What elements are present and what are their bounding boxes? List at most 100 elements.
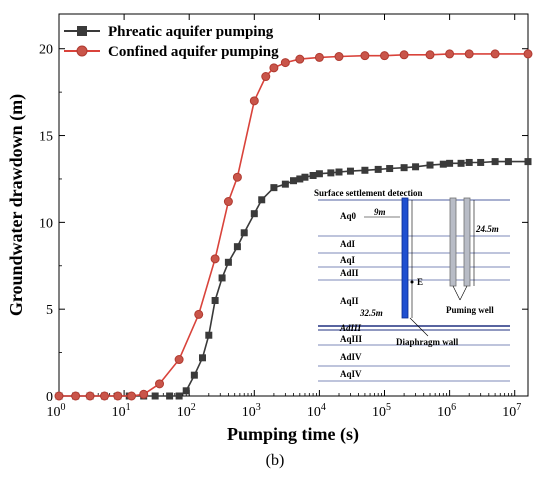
data-point-confined bbox=[464, 49, 474, 59]
inset-layer-label: Aq0 bbox=[340, 211, 357, 221]
data-point-phreatic bbox=[301, 173, 309, 181]
data-point-phreatic bbox=[465, 158, 473, 166]
data-point-phreatic bbox=[182, 387, 190, 395]
data-point-phreatic bbox=[224, 258, 232, 266]
data-point-confined bbox=[314, 52, 324, 62]
inset-layer-label: AqIV bbox=[340, 369, 362, 379]
data-point-confined bbox=[71, 391, 81, 401]
well-label-pointer bbox=[452, 285, 461, 301]
data-point-confined bbox=[113, 391, 123, 401]
data-point-phreatic bbox=[412, 163, 420, 171]
data-point-phreatic bbox=[198, 354, 206, 362]
data-point-confined bbox=[523, 49, 533, 59]
inset-layer-label: AdIV bbox=[340, 352, 362, 362]
axis-ticks: 100 101 102 103 104 105 106 107 0 5 10 15 20 bbox=[39, 14, 528, 420]
data-point-phreatic bbox=[504, 158, 512, 166]
point-e-label: E bbox=[417, 277, 423, 287]
data-point-confined bbox=[445, 49, 455, 59]
inset-schematic: Surface settlement detection Aq0 AdI AqI… bbox=[310, 186, 522, 384]
y-tick-label: 15 bbox=[39, 130, 53, 145]
well-depth-dimension: 24.5m bbox=[475, 224, 499, 234]
data-point-phreatic bbox=[290, 177, 297, 185]
x-tick-label: 103 bbox=[242, 402, 261, 420]
data-point-confined bbox=[399, 50, 409, 60]
legend: Phreatic aquifer pumping Confined aquife… bbox=[64, 24, 279, 60]
data-point-confined bbox=[261, 72, 271, 82]
data-point-phreatic bbox=[270, 184, 278, 192]
x-tick-label: 104 bbox=[307, 402, 326, 420]
legend-marker-confined bbox=[76, 45, 88, 57]
x-tick-label: 102 bbox=[177, 402, 196, 420]
data-point-confined bbox=[54, 391, 64, 401]
pumping-well bbox=[449, 197, 457, 287]
data-point-phreatic bbox=[296, 175, 304, 183]
wall-depth-dimension: 32.5m bbox=[359, 308, 383, 318]
data-point-phreatic bbox=[491, 158, 499, 166]
data-point-confined bbox=[155, 379, 165, 389]
point-e-marker bbox=[410, 280, 414, 284]
data-point-phreatic bbox=[309, 171, 317, 179]
legend-label-confined: Confined aquifer pumping bbox=[108, 44, 279, 60]
y-axis-title: Groundwater drawdown (m) bbox=[6, 94, 27, 316]
data-point-confined bbox=[249, 96, 259, 106]
legend-marker-phreatic bbox=[77, 26, 87, 36]
data-point-phreatic bbox=[374, 165, 382, 173]
inset-layer-label: AdI bbox=[340, 239, 356, 249]
y-tick-label: 5 bbox=[46, 303, 53, 318]
pumping-well bbox=[463, 197, 471, 287]
data-point-confined bbox=[280, 58, 290, 68]
data-point-phreatic bbox=[258, 196, 266, 204]
data-point-phreatic bbox=[477, 158, 485, 166]
data-point-phreatic bbox=[335, 168, 343, 176]
data-point-phreatic bbox=[166, 392, 174, 400]
data-point-confined bbox=[232, 172, 242, 182]
data-point-confined bbox=[174, 355, 184, 365]
data-point-phreatic bbox=[205, 331, 213, 339]
data-point-confined bbox=[210, 254, 220, 264]
data-point-confined bbox=[127, 391, 137, 401]
data-point-phreatic bbox=[400, 164, 408, 172]
data-point-phreatic bbox=[240, 229, 248, 237]
data-point-phreatic bbox=[457, 159, 465, 167]
data-point-phreatic bbox=[386, 165, 394, 173]
inset-layer-label: AqIII bbox=[340, 334, 363, 344]
inset-background bbox=[310, 186, 522, 384]
data-point-phreatic bbox=[346, 167, 354, 175]
data-point-phreatic bbox=[211, 297, 219, 304]
inset-title: Surface settlement detection bbox=[314, 188, 422, 198]
inset-layer-label: AdIII bbox=[339, 323, 362, 333]
y-tick-label: 10 bbox=[39, 216, 53, 231]
inset-layer-label: AqI bbox=[340, 255, 356, 265]
diaphragm-wall bbox=[401, 197, 409, 319]
x-tick-label: 107 bbox=[502, 402, 521, 420]
data-point-confined bbox=[334, 52, 344, 62]
series-line-confined bbox=[59, 53, 528, 397]
x-tick-label: 100 bbox=[47, 402, 66, 420]
data-point-phreatic bbox=[524, 158, 532, 166]
data-point-confined bbox=[490, 49, 500, 59]
data-point-phreatic bbox=[233, 243, 241, 251]
data-point-phreatic bbox=[439, 160, 447, 168]
wall-top-dimension: 9m bbox=[374, 207, 386, 217]
data-point-phreatic bbox=[218, 274, 226, 282]
data-point-confined bbox=[139, 389, 149, 399]
data-point-confined bbox=[194, 309, 204, 319]
data-point-confined bbox=[360, 51, 370, 61]
data-point-phreatic bbox=[190, 371, 198, 379]
well-label-pointer bbox=[459, 285, 468, 301]
wall-label-pointer bbox=[409, 317, 429, 337]
data-point-phreatic bbox=[426, 161, 434, 169]
data-point-phreatic bbox=[446, 159, 454, 167]
y-tick-label: 20 bbox=[39, 43, 53, 58]
data-point-confined bbox=[425, 50, 435, 60]
data-point-confined bbox=[100, 391, 110, 401]
data-point-confined bbox=[380, 51, 390, 61]
data-point-phreatic bbox=[250, 210, 258, 218]
inset-layer-label: AqII bbox=[340, 296, 359, 306]
data-point-phreatic bbox=[175, 392, 183, 400]
data-point-phreatic bbox=[327, 169, 335, 177]
figure-caption: (b) bbox=[265, 452, 285, 469]
x-tick-label: 101 bbox=[112, 402, 131, 420]
inset-layer-label: AdII bbox=[340, 268, 359, 278]
